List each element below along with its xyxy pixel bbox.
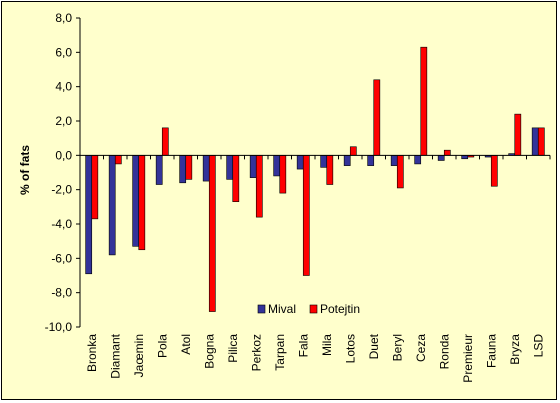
- x-tick-label: Premieur: [461, 334, 475, 383]
- bar-mival-ceza: [414, 155, 422, 165]
- bar-potejtin-bogna: [208, 155, 216, 312]
- bar-mival-duet: [367, 155, 375, 166]
- bar-potejtin-bronka: [91, 155, 99, 220]
- y-tick-label: -10,0: [45, 320, 73, 334]
- bar-potejtin-fala: [302, 155, 310, 276]
- x-tick-label: Bryza: [508, 334, 522, 365]
- y-tick-label: -6,0: [51, 251, 72, 265]
- y-tick-label: 8,0: [55, 11, 72, 25]
- x-tick-label: Pola: [155, 334, 169, 358]
- y-tick-label: -2,0: [51, 183, 72, 197]
- bar-mival-mila: [320, 155, 328, 168]
- bar-potejtin-lotos: [349, 146, 357, 156]
- bar-potejtin-pola: [161, 127, 169, 156]
- bar-mival-ronda: [437, 155, 445, 161]
- y-tick-label: 0,0: [55, 148, 72, 162]
- bar-mival-lotos: [343, 155, 351, 166]
- legend: Mival Potejtin: [257, 302, 360, 316]
- x-tick-label: Jaœmin: [132, 334, 146, 377]
- bar-potejtin-ceza: [420, 46, 428, 156]
- y-axis-label: % of fats: [18, 145, 32, 195]
- y-tick-label: 2,0: [55, 114, 72, 128]
- x-tick-label: LSD: [531, 334, 545, 358]
- bar-mival-pola: [155, 155, 163, 185]
- bars: [85, 46, 545, 312]
- legend-swatch-potejtin: [309, 304, 318, 314]
- x-tick-label: Pilica: [226, 334, 240, 363]
- bar-potejtin-tarpan: [279, 155, 287, 194]
- bar-mival-tarpan: [273, 155, 281, 177]
- bar-potejtin-atol: [185, 155, 193, 180]
- x-tick-label: Tarpan: [273, 334, 287, 371]
- bar-potejtin-diamant: [114, 155, 122, 165]
- bar-mival-pilica: [226, 155, 234, 180]
- bar-mival-premieur: [461, 155, 469, 160]
- bar-potejtin-duet: [373, 79, 381, 156]
- bar-potejtin-bryza: [514, 113, 522, 156]
- legend-label-mival: Mival: [268, 302, 296, 316]
- x-tick-label: Perkoz: [249, 334, 263, 371]
- y-tick-label: -4,0: [51, 217, 72, 231]
- x-tick-label: Ronda: [437, 334, 451, 370]
- bar-mival-fala: [296, 155, 304, 170]
- x-tick-label: Fala: [296, 334, 310, 358]
- bar-mival-atol: [179, 155, 187, 184]
- y-axis-ticks: -10,0 -8,0 -6,0 -4,0 -2,0 0,0 2,0 4,0 6,0 8,0: [45, 11, 80, 334]
- bar-mival-perkoz: [249, 155, 257, 178]
- x-tick-label: Beryl: [390, 334, 404, 361]
- bar-mival-bronka: [85, 155, 93, 275]
- x-tick-label: Mila: [320, 334, 334, 356]
- x-tick-label: Atol: [179, 334, 193, 355]
- x-axis-ticks: Bronka Diamant Jaœmin Pola Atol Bogna Pilica Pe…: [79, 155, 551, 383]
- y-tick-label: 4,0: [55, 80, 72, 94]
- bar-potejtin-pilica: [232, 155, 240, 202]
- bar-potejtin-mila: [326, 155, 334, 185]
- legend-label-potejtin: Potejtin: [320, 302, 360, 316]
- bar-potejtin-lsd: [537, 127, 545, 156]
- legend-swatch-mival: [257, 304, 266, 314]
- bar-mival-beryl: [390, 155, 398, 166]
- x-tick-label: Ceza: [414, 334, 428, 362]
- bar-potejtin-perkoz: [255, 155, 263, 218]
- bar-potejtin-ronda: [443, 149, 451, 156]
- x-tick-label: Lotos: [343, 334, 357, 363]
- x-tick-label: Fauna: [484, 334, 498, 368]
- bar-potejtin-beryl: [396, 155, 404, 189]
- bar-mival-bogna: [202, 155, 210, 182]
- y-tick-label: -8,0: [51, 286, 72, 300]
- bar-potejtin-jaœmin: [138, 155, 146, 251]
- plot-area: [82, 19, 552, 322]
- x-tick-label: Bogna: [202, 334, 216, 369]
- x-tick-label: Bronka: [85, 334, 99, 372]
- bar-mival-diamant: [108, 155, 116, 256]
- x-tick-label: Duet: [367, 333, 381, 359]
- bar-mival-jaœmin: [132, 155, 140, 247]
- bar-potejtin-fauna: [490, 155, 498, 187]
- y-tick-label: 6,0: [55, 45, 72, 59]
- bar-mival-lsd: [531, 127, 539, 156]
- x-tick-label: Diamant: [108, 333, 122, 378]
